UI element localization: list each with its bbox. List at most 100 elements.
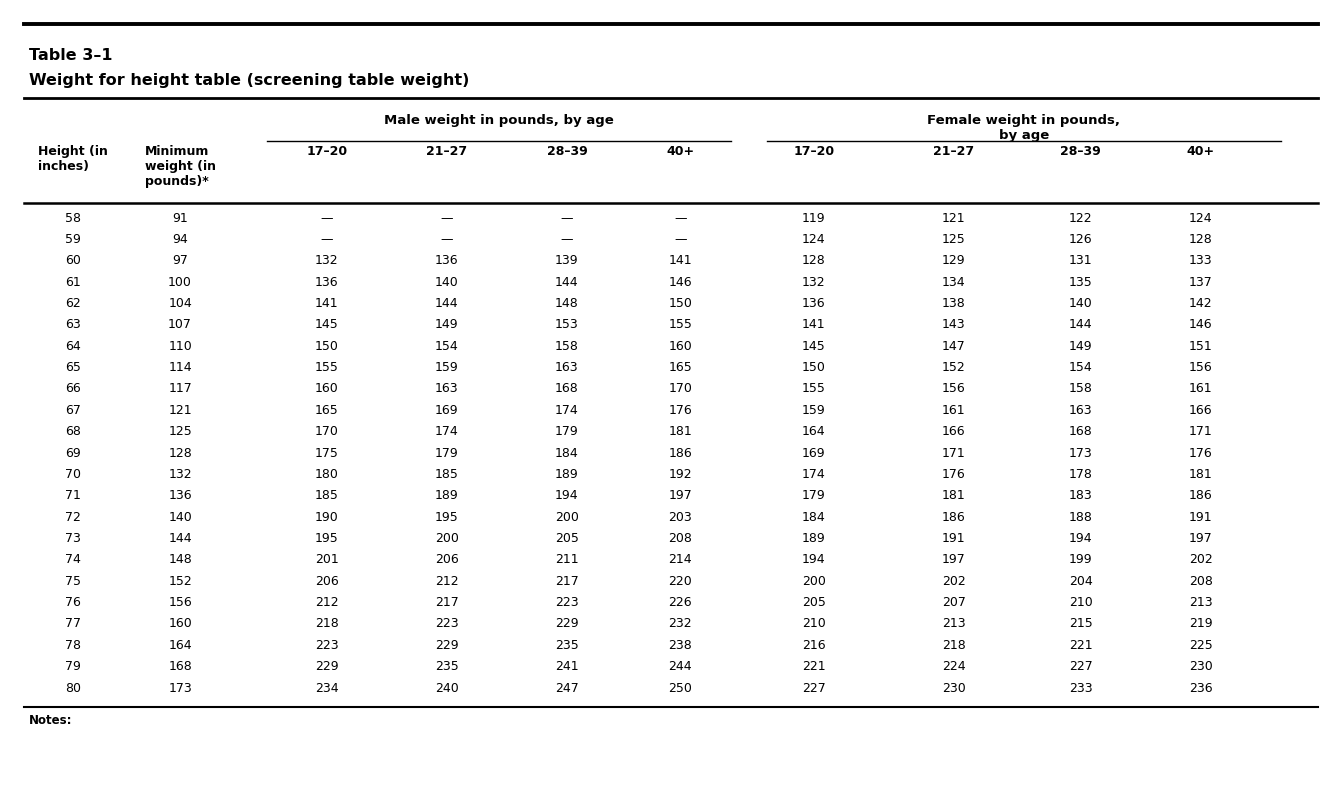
Text: 186: 186 [668, 447, 692, 459]
Text: 133: 133 [1189, 255, 1213, 268]
Text: 188: 188 [1069, 511, 1093, 524]
Text: 215: 215 [1069, 617, 1093, 630]
Text: 240: 240 [435, 682, 459, 695]
Text: 169: 169 [435, 404, 459, 417]
Text: 184: 184 [555, 447, 579, 459]
Text: 199: 199 [1069, 554, 1093, 567]
Text: 62: 62 [65, 297, 81, 310]
Text: 160: 160 [668, 340, 692, 353]
Text: 156: 156 [1189, 361, 1213, 374]
Text: 219: 219 [1189, 617, 1213, 630]
Text: 185: 185 [315, 489, 339, 502]
Text: 223: 223 [555, 596, 579, 609]
Text: 144: 144 [168, 532, 192, 545]
Text: Weight for height table (screening table weight): Weight for height table (screening table… [29, 73, 470, 88]
Text: 194: 194 [555, 489, 579, 502]
Text: 21–27: 21–27 [934, 145, 974, 158]
Text: 194: 194 [1069, 532, 1093, 545]
Text: 94: 94 [172, 233, 188, 246]
Text: 169: 169 [802, 447, 826, 459]
Text: 230: 230 [1189, 660, 1213, 673]
Text: 191: 191 [942, 532, 966, 545]
Text: 202: 202 [942, 575, 966, 588]
Text: 163: 163 [435, 383, 459, 396]
Text: —: — [560, 212, 574, 225]
Text: 216: 216 [802, 639, 826, 652]
Text: 168: 168 [1069, 426, 1093, 438]
Text: 179: 179 [435, 447, 459, 459]
Text: —: — [320, 212, 334, 225]
Text: 217: 217 [435, 596, 459, 609]
Text: 100: 100 [168, 276, 192, 289]
Text: 73: 73 [65, 532, 81, 545]
Text: 214: 214 [668, 554, 692, 567]
Text: 176: 176 [942, 468, 966, 481]
Text: 168: 168 [555, 383, 579, 396]
Text: 173: 173 [168, 682, 192, 695]
Text: 227: 227 [802, 682, 826, 695]
Text: 119: 119 [802, 212, 826, 225]
Text: 195: 195 [435, 511, 459, 524]
Text: 166: 166 [1189, 404, 1213, 417]
Text: 132: 132 [168, 468, 192, 481]
Text: 147: 147 [942, 340, 966, 353]
Text: 21–27: 21–27 [427, 145, 467, 158]
Text: 149: 149 [435, 318, 459, 331]
Text: —: — [674, 212, 687, 225]
Text: 205: 205 [802, 596, 826, 609]
Text: 218: 218 [942, 639, 966, 652]
Text: 234: 234 [315, 682, 339, 695]
Text: Minimum
weight (in
pounds)*: Minimum weight (in pounds)* [144, 145, 216, 188]
Text: 140: 140 [1069, 297, 1093, 310]
Text: 168: 168 [168, 660, 192, 673]
Text: 138: 138 [942, 297, 966, 310]
Text: 183: 183 [1069, 489, 1093, 502]
Text: 236: 236 [1189, 682, 1213, 695]
Text: 192: 192 [668, 468, 692, 481]
Text: 121: 121 [942, 212, 966, 225]
Text: 136: 136 [315, 276, 339, 289]
Text: 202: 202 [1189, 554, 1213, 567]
Text: 229: 229 [555, 617, 579, 630]
Text: 213: 213 [1189, 596, 1213, 609]
Text: 200: 200 [435, 532, 459, 545]
Text: 136: 136 [168, 489, 192, 502]
Text: 156: 156 [942, 383, 966, 396]
Text: 201: 201 [315, 554, 339, 567]
Text: Table 3–1: Table 3–1 [29, 48, 113, 64]
Text: 141: 141 [668, 255, 692, 268]
Text: —: — [440, 233, 454, 246]
Text: 250: 250 [668, 682, 692, 695]
Text: 149: 149 [1069, 340, 1093, 353]
Text: 151: 151 [1189, 340, 1213, 353]
Text: 132: 132 [802, 276, 826, 289]
Text: 161: 161 [942, 404, 966, 417]
Text: 67: 67 [65, 404, 81, 417]
Text: 185: 185 [435, 468, 459, 481]
Text: 179: 179 [555, 426, 579, 438]
Text: 72: 72 [65, 511, 81, 524]
Text: 128: 128 [168, 447, 192, 459]
Text: 148: 148 [555, 297, 579, 310]
Text: 200: 200 [555, 511, 579, 524]
Text: 205: 205 [555, 532, 579, 545]
Text: 124: 124 [1189, 212, 1213, 225]
Text: 186: 186 [942, 511, 966, 524]
Text: 229: 229 [435, 639, 459, 652]
Text: 244: 244 [668, 660, 692, 673]
Text: 206: 206 [435, 554, 459, 567]
Text: 155: 155 [668, 318, 692, 331]
Text: —: — [320, 233, 334, 246]
Text: 227: 227 [1069, 660, 1093, 673]
Text: 204: 204 [1069, 575, 1093, 588]
Text: 190: 190 [315, 511, 339, 524]
Text: 114: 114 [168, 361, 192, 374]
Text: 164: 164 [168, 639, 192, 652]
Text: 230: 230 [942, 682, 966, 695]
Text: 189: 189 [802, 532, 826, 545]
Text: 145: 145 [802, 340, 826, 353]
Text: 170: 170 [315, 426, 339, 438]
Text: 165: 165 [315, 404, 339, 417]
Text: 194: 194 [802, 554, 826, 567]
Text: 125: 125 [942, 233, 966, 246]
